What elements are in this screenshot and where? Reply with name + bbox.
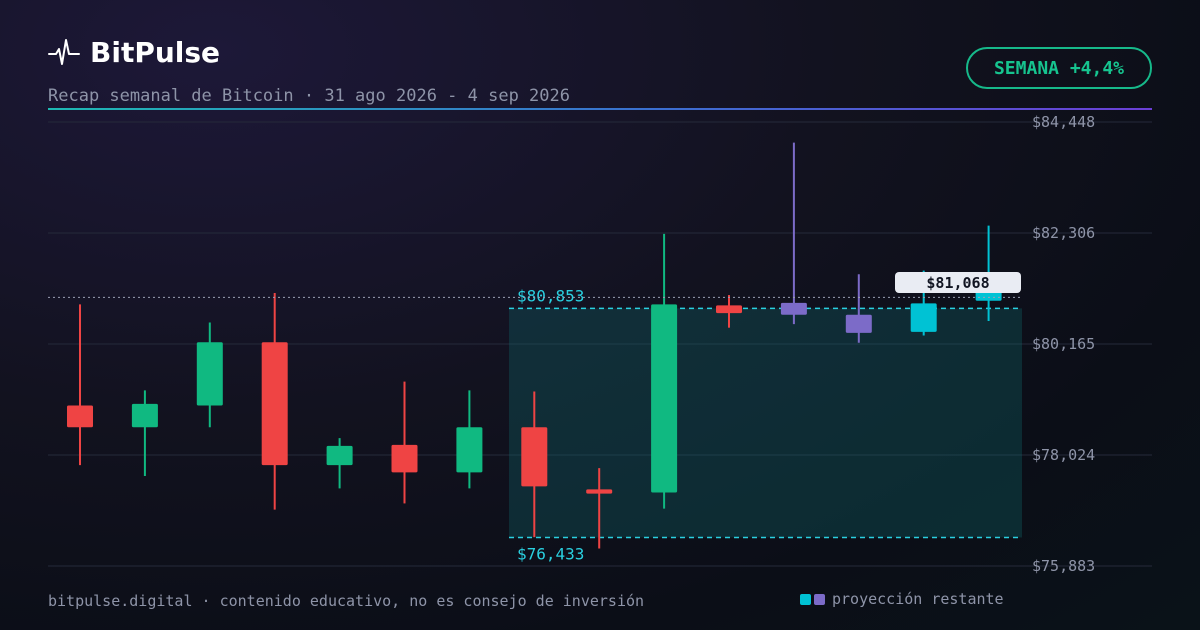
- candle-body: [845, 314, 872, 333]
- candle-body: [521, 427, 548, 487]
- candle: [131, 390, 158, 476]
- candle: [651, 233, 678, 509]
- candle: [456, 390, 483, 489]
- candle: [196, 322, 223, 428]
- chart-grid: [48, 121, 1152, 567]
- legend: proyección restante: [800, 590, 1004, 608]
- footer-disclaimer: bitpulse.digital · contenido educativo, …: [48, 592, 645, 610]
- range-zone-fill: [509, 308, 1022, 538]
- candle-body: [651, 304, 678, 493]
- candle-body: [586, 489, 613, 494]
- candle-body: [456, 427, 483, 473]
- candle-body: [326, 445, 353, 466]
- range-high-label: $80,853: [517, 286, 584, 305]
- range-zone: $80,853 $76,433: [509, 286, 1022, 563]
- y-tick-label: $80,165: [1032, 335, 1095, 353]
- candle: [586, 468, 613, 549]
- candle: [780, 142, 807, 325]
- header-divider: [48, 108, 1152, 110]
- pulse-icon: [48, 38, 80, 65]
- y-tick-label: $75,883: [1032, 557, 1095, 575]
- candles: [67, 142, 1002, 549]
- candle: [716, 295, 742, 328]
- candle: [67, 304, 93, 466]
- candle: [521, 391, 548, 538]
- candle-body: [261, 342, 288, 466]
- legend-label: proyección restante: [832, 590, 1004, 608]
- range-low-label: $76,433: [517, 544, 584, 563]
- candle-body: [910, 303, 937, 332]
- candle-body: [196, 342, 223, 406]
- current-price-tag: [895, 272, 1021, 293]
- candle: [845, 274, 872, 343]
- candle-body: [67, 405, 93, 428]
- candle: [326, 438, 353, 489]
- y-tick-label: $84,448: [1032, 113, 1095, 131]
- candle-body: [780, 302, 807, 315]
- candle-body: [716, 305, 742, 314]
- y-axis: $84,448 $82,306 $80,165 $78,024 $75,883: [1032, 113, 1095, 575]
- y-tick-label: $82,306: [1032, 224, 1095, 242]
- page-subtitle: Recap semanal de Bitcoin · 31 ago 2026 -…: [48, 86, 570, 106]
- candle: [261, 292, 288, 510]
- y-tick-label: $78,024: [1032, 446, 1095, 464]
- current-price-label: $81,068: [926, 274, 989, 292]
- candle: [391, 381, 418, 504]
- brand: BitPulse: [48, 36, 220, 69]
- candle-body: [391, 444, 418, 473]
- weekly-change-badge: SEMANA +4,4%: [966, 47, 1152, 89]
- candle-body: [131, 403, 158, 428]
- chart-overlay: $81,068: [48, 272, 1022, 298]
- legend-swatch-projection-b: [814, 593, 825, 605]
- brand-name: BitPulse: [90, 36, 221, 69]
- legend-swatch-projection-a: [800, 593, 811, 605]
